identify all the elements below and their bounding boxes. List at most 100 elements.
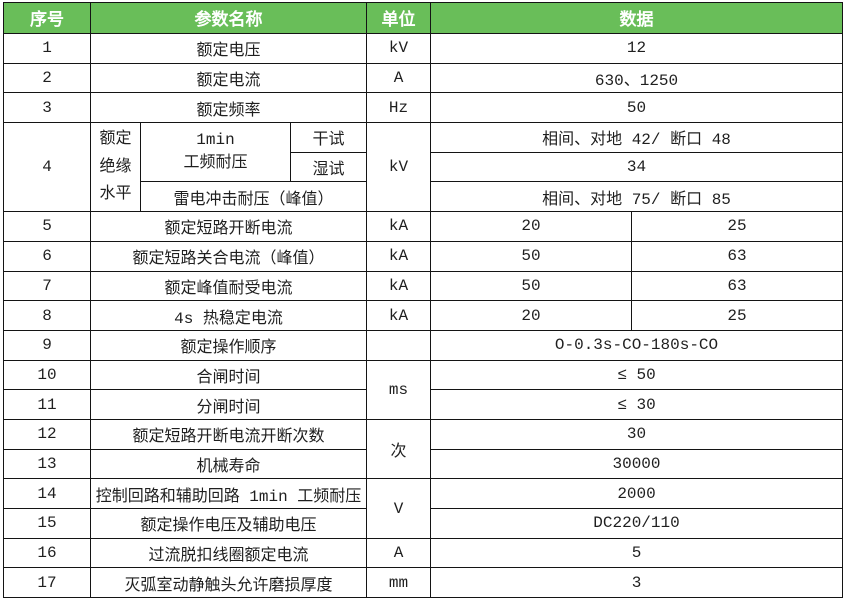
row-6-name: 额定短路关合电流（峰值） <box>89 240 368 272</box>
table-row-2: 2 额定电流 A 630、1250 <box>3 62 844 94</box>
row-2-unit: A <box>366 62 432 94</box>
row-6-seq: 6 <box>3 240 91 272</box>
row-14-data: 2000 <box>430 478 844 509</box>
row-2-data: 630、1250 <box>430 62 844 94</box>
row-3-seq: 3 <box>3 92 91 124</box>
row-17-name: 灭弧室动静触头允许磨损厚度 <box>89 567 368 599</box>
table-row-12: 12 额定短路开断电流开断次数 次 30 <box>3 418 844 480</box>
row-11-data: ≤ 30 <box>430 389 844 420</box>
row-3-unit: Hz <box>366 92 432 124</box>
table-row-16: 16 过流脱扣线圈额定电流 A 5 <box>3 537 844 569</box>
table-row-14: 14 控制回路和辅助回路 1min 工频耐压 V 2000 <box>3 478 844 539</box>
power-freq-line1: 1min <box>196 131 235 150</box>
row-14-seq: 14 <box>3 478 91 509</box>
row-7-data-b: 63 <box>631 270 844 302</box>
row-4-dry-data: 相间、对地 42/ 断口 48 <box>430 122 844 153</box>
row-17-data: 3 <box>430 567 844 599</box>
table-row-15: 15 额定操作电压及辅助电压 DC220/110 <box>3 508 844 539</box>
header-unit: 单位 <box>366 2 432 34</box>
row-4-dry-test: 干试 <box>289 122 368 153</box>
row-12-data: 30 <box>430 418 844 450</box>
row-15-data: DC220/110 <box>430 508 844 539</box>
header-row: 序号 参数名称 单位 数据 <box>3 2 844 34</box>
insulation-group-line3: 水平 <box>99 184 132 203</box>
row-12-seq: 12 <box>3 418 91 450</box>
header-data: 数据 <box>430 2 844 34</box>
row-9-seq: 9 <box>3 329 91 361</box>
row-12-unit: 次 <box>366 418 432 480</box>
row-14-unit: V <box>366 478 432 539</box>
row-13-seq: 13 <box>3 448 91 480</box>
row-5-data-a: 20 <box>430 211 633 242</box>
row-9-data: O-0.3s-CO-180s-CO <box>430 329 844 361</box>
row-16-seq: 16 <box>3 537 91 569</box>
table-row-17: 17 灭弧室动静触头允许磨损厚度 mm 3 <box>3 567 844 599</box>
row-15-name: 额定操作电压及辅助电压 <box>89 508 368 539</box>
row-15-seq: 15 <box>3 508 91 539</box>
row-9-unit <box>366 329 432 361</box>
row-8-seq: 8 <box>3 300 91 331</box>
table-row-1: 1 额定电压 kV 12 <box>3 33 844 64</box>
row-14-name: 控制回路和辅助回路 1min 工频耐压 <box>89 478 368 509</box>
row-16-data: 5 <box>430 537 844 569</box>
row-12-name: 额定短路开断电流开断次数 <box>89 418 368 450</box>
row-10-name: 合闸时间 <box>89 359 368 391</box>
table-row-5: 5 额定短路开断电流 kA 20 25 <box>3 211 844 242</box>
row-6-data-a: 50 <box>430 240 633 272</box>
row-8-data-a: 20 <box>430 300 633 331</box>
row-3-name: 额定频率 <box>89 92 368 124</box>
row-7-unit: kA <box>366 270 432 302</box>
row-13-data: 30000 <box>430 448 844 480</box>
table-row-4-lightning: 雷电冲击耐压（峰值） 相间、对地 75/ 断口 85 <box>4 181 844 213</box>
insulation-group-line1: 额定 <box>99 130 132 149</box>
row-1-unit: kV <box>366 33 432 64</box>
power-freq-line2: 工频耐压 <box>183 154 248 173</box>
row-4-power-freq-withstand: 1min 工频耐压 <box>140 122 291 183</box>
table-row-4-wet: 湿试 34 <box>4 151 844 183</box>
row-5-seq: 5 <box>3 211 91 242</box>
table-row-7: 7 额定峰值耐受电流 kA 50 63 <box>3 270 844 302</box>
table-row-9: 9 额定操作顺序 O-0.3s-CO-180s-CO <box>3 329 844 361</box>
row-3-data: 50 <box>430 92 844 124</box>
row-7-seq: 7 <box>3 270 91 302</box>
header-seq: 序号 <box>3 2 91 34</box>
row-16-unit: A <box>366 537 432 569</box>
row-8-data-b: 25 <box>631 300 844 331</box>
row-4-insulation-group: 额定 绝缘 水平 <box>90 122 141 213</box>
row-2-name: 额定电流 <box>89 62 368 94</box>
table-row-8: 8 4s 热稳定电流 kA 20 25 <box>3 300 844 331</box>
row-1-data: 12 <box>430 33 844 64</box>
table-row-4-dry: 4 额定 绝缘 水平 1min 工频耐压 干试 kV 相间、对地 42/ 断口 … <box>3 122 844 213</box>
row-10-seq: 10 <box>3 359 91 391</box>
row-5-name: 额定短路开断电流 <box>89 211 368 242</box>
row-6-data-b: 63 <box>631 240 844 272</box>
insulation-group-line2: 绝缘 <box>99 157 132 176</box>
row-4-seq: 4 <box>3 122 91 213</box>
header-param-name: 参数名称 <box>89 2 368 34</box>
row-8-unit: kA <box>366 300 432 331</box>
row-4-wet-data: 34 <box>430 151 844 183</box>
row-10-data: ≤ 50 <box>430 359 844 391</box>
row-7-name: 额定峰值耐受电流 <box>89 270 368 302</box>
row-2-seq: 2 <box>3 62 91 94</box>
row-11-seq: 11 <box>3 389 91 420</box>
table-row-3: 3 额定频率 Hz 50 <box>3 92 844 124</box>
row-7-data-a: 50 <box>430 270 633 302</box>
row-8-name: 4s 热稳定电流 <box>89 300 368 331</box>
row-11-name: 分闸时间 <box>89 389 368 420</box>
row-16-name: 过流脱扣线圈额定电流 <box>89 537 368 569</box>
table-row-10: 10 合闸时间 ms ≤ 50 <box>3 359 844 420</box>
row-1-seq: 1 <box>3 33 91 64</box>
row-4-unit: kV <box>366 122 432 213</box>
row-13-name: 机械寿命 <box>89 448 368 480</box>
row-4-lightning-data: 相间、对地 75/ 断口 85 <box>430 181 844 213</box>
row-10-unit: ms <box>366 359 432 420</box>
row-6-unit: kA <box>366 240 432 272</box>
row-9-name: 额定操作顺序 <box>89 329 368 361</box>
row-4-wet-test: 湿试 <box>289 151 368 183</box>
row-17-seq: 17 <box>3 567 91 599</box>
row-1-name: 额定电压 <box>89 33 368 64</box>
row-5-unit: kA <box>366 211 432 242</box>
row-17-unit: mm <box>366 567 432 599</box>
